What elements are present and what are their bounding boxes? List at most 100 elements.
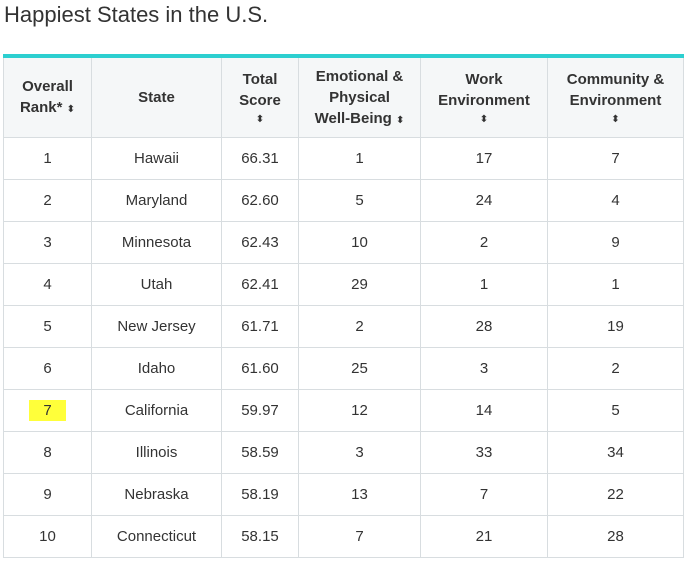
cell-work-environment-value: 3 [479, 359, 489, 377]
cell-overall-rank-value: 2 [43, 191, 52, 209]
cell-work-environment: 3 [420, 347, 548, 390]
cell-total-score: 58.59 [221, 431, 299, 474]
table-row: 9 Nebraska 58.19 13 7 22 [3, 473, 684, 516]
cell-overall-rank: 2 [3, 179, 92, 222]
sort-icon[interactable]: ⬍ [255, 114, 265, 126]
cell-work-environment: 24 [420, 179, 548, 222]
cell-overall-rank-value: 9 [43, 485, 52, 503]
cell-total-score: 62.43 [221, 221, 299, 264]
cell-overall-rank-value: 1 [43, 149, 52, 167]
table-row: 7 California 59.97 12 14 5 [3, 389, 684, 432]
cell-total-score-value: 66.31 [241, 149, 279, 167]
cell-community-environment-value: 34 [607, 443, 624, 461]
table-header-row: Overall Rank* ⬍ State Total Score ⬍ Emot… [3, 56, 684, 138]
cell-community-environment-value: 2 [611, 359, 620, 377]
cell-work-environment-value: 1 [479, 275, 489, 293]
cell-state-value: Hawaii [133, 149, 179, 167]
sort-icon[interactable]: ⬍ [479, 114, 489, 126]
cell-overall-rank: 4 [3, 263, 92, 306]
column-header-label: Well-Being [314, 109, 392, 127]
cell-community-environment: 7 [547, 137, 684, 180]
cell-work-environment: 28 [420, 305, 548, 348]
cell-community-environment: 2 [547, 347, 684, 390]
column-header-state[interactable]: State [91, 56, 222, 138]
column-header-label: Rank* [19, 99, 63, 117]
cell-emotional-physical-well-being: 29 [298, 263, 421, 306]
cell-work-environment-value: 14 [475, 401, 493, 419]
cell-total-score: 58.15 [221, 515, 299, 558]
cell-overall-rank-value: 6 [43, 359, 52, 377]
column-header-community-environment[interactable]: Community & Environment ⬍ [547, 56, 684, 138]
cell-emotional-physical-well-being: 12 [298, 389, 421, 432]
cell-emotional-physical-well-being-value: 25 [351, 359, 368, 377]
cell-emotional-physical-well-being: 2 [298, 305, 421, 348]
column-header-total-score[interactable]: Total Score ⬍ [221, 56, 299, 138]
cell-total-score: 61.71 [221, 305, 299, 348]
cell-state-value: Maryland [125, 191, 188, 209]
cell-community-environment-value: 9 [611, 233, 620, 251]
cell-emotional-physical-well-being: 5 [298, 179, 421, 222]
column-header-overall-rank[interactable]: Overall Rank* ⬍ [3, 56, 92, 138]
column-header-label: Overall [22, 78, 73, 96]
rankings-table: Overall Rank* ⬍ State Total Score ⬍ Emot… [3, 54, 684, 558]
column-header-label: Environment [569, 92, 662, 110]
column-header-work-environment[interactable]: Work Environment ⬍ [420, 56, 548, 138]
cell-work-environment-value: 28 [475, 317, 493, 335]
cell-total-score-value: 58.15 [241, 527, 279, 545]
cell-overall-rank: 1 [3, 137, 92, 180]
cell-total-score: 62.41 [221, 263, 299, 306]
cell-overall-rank: 10 [3, 515, 92, 558]
sort-icon[interactable]: ⬍ [396, 114, 405, 126]
cell-total-score-value: 62.60 [241, 191, 279, 209]
cell-overall-rank-value: 10 [39, 527, 56, 545]
cell-state: Minnesota [91, 221, 222, 264]
cell-emotional-physical-well-being-value: 3 [355, 443, 364, 461]
cell-work-environment-value: 33 [475, 443, 493, 461]
cell-overall-rank-value: 8 [43, 443, 52, 461]
table-body: 1 Hawaii 66.31 1 17 7 2 Maryland 62.60 5 24 4 3 Minne… [3, 137, 684, 558]
cell-state: Nebraska [91, 473, 222, 516]
column-header-emotional-physical-well-being[interactable]: Emotional & Physical Well-Being ⬍ [298, 56, 421, 138]
cell-state: Hawaii [91, 137, 222, 180]
cell-overall-rank: 8 [3, 431, 92, 474]
cell-total-score: 62.60 [221, 179, 299, 222]
cell-emotional-physical-well-being: 13 [298, 473, 421, 516]
cell-total-score-value: 62.41 [241, 275, 279, 293]
cell-total-score-value: 58.19 [241, 485, 279, 503]
table-row: 4 Utah 62.41 29 1 1 [3, 263, 684, 306]
cell-emotional-physical-well-being-value: 10 [351, 233, 368, 251]
cell-state-value: Minnesota [121, 233, 192, 251]
cell-community-environment-value: 5 [611, 401, 620, 419]
cell-community-environment-value: 28 [607, 527, 624, 545]
cell-community-environment: 5 [547, 389, 684, 432]
table-row: 10 Connecticut 58.15 7 21 28 [3, 515, 684, 558]
cell-community-environment-value: 7 [611, 149, 620, 167]
column-header-label: Environment [438, 92, 530, 110]
cell-total-score-value: 59.97 [241, 401, 279, 419]
cell-overall-rank: 3 [3, 221, 92, 264]
sort-icon[interactable]: ⬍ [66, 104, 76, 116]
cell-work-environment: 2 [420, 221, 548, 264]
cell-work-environment: 14 [420, 389, 548, 432]
cell-emotional-physical-well-being: 25 [298, 347, 421, 390]
cell-emotional-physical-well-being-value: 5 [355, 191, 364, 209]
column-header-label: Total [242, 71, 278, 89]
cell-total-score-value: 61.71 [241, 317, 279, 335]
cell-community-environment: 34 [547, 431, 684, 474]
cell-community-environment: 22 [547, 473, 684, 516]
table-row: 5 New Jersey 61.71 2 28 19 [3, 305, 684, 348]
cell-total-score: 61.60 [221, 347, 299, 390]
cell-community-environment: 19 [547, 305, 684, 348]
column-header-label: Emotional & [315, 67, 404, 85]
cell-work-environment: 1 [420, 263, 548, 306]
cell-community-environment: 1 [547, 263, 684, 306]
cell-total-score: 59.97 [221, 389, 299, 432]
cell-state-value: Connecticut [116, 527, 197, 545]
column-header-label: Community & [566, 71, 665, 89]
page-title: Happiest States in the U.S. [4, 2, 269, 27]
cell-work-environment-value: 7 [479, 485, 489, 503]
table-row: 6 Idaho 61.60 25 3 2 [3, 347, 684, 390]
column-header-label: State [138, 88, 175, 106]
sort-icon[interactable]: ⬍ [611, 114, 620, 126]
cell-overall-rank-value: 4 [43, 275, 52, 293]
